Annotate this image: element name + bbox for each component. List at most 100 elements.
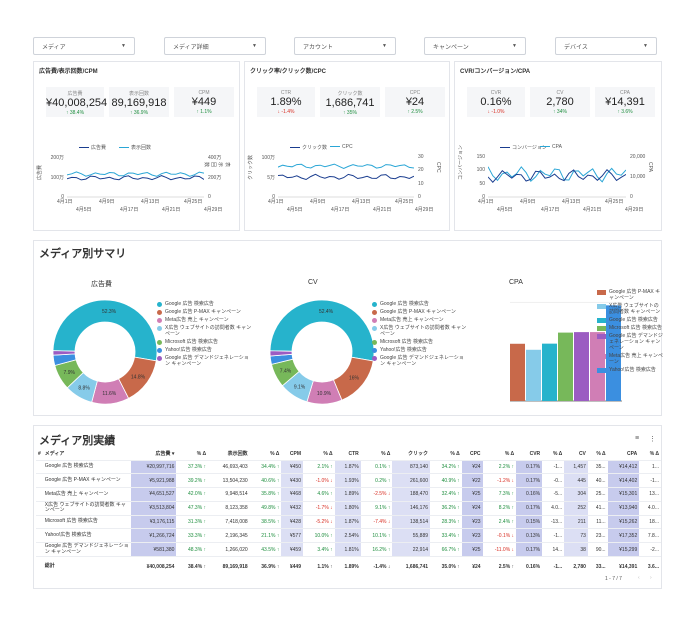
total-cell: ¥40,008,254 — [130, 556, 177, 577]
y-tick-right: 400万 — [208, 155, 222, 161]
more-options-icon[interactable]: ⋮ — [649, 436, 656, 443]
legend-label: 表示回数 — [131, 145, 152, 151]
media-table: # メディア 広告費 ▾ % Δ 表示回数 % Δ CPM % Δ CTR % Δ クリック % Δ C… — [36, 448, 661, 577]
legend-item: Yahoo!広告 検索広告 — [157, 347, 252, 353]
donut-value-label: 10.9% — [317, 391, 332, 397]
column-header[interactable]: 広告費 ▾ — [155, 451, 175, 458]
table-cell: 146,176 — [392, 500, 431, 516]
filter-icon[interactable]: ≡ — [635, 435, 640, 442]
table-cell: ¥3,513,804 — [130, 500, 177, 516]
donut-value-label: 52.4% — [319, 309, 334, 315]
table-row[interactable]: Meta広告 売上 キャンペーン ¥4,651,527 42.0% ↑ 9,948,5… — [36, 487, 661, 502]
legend-item: Meta広告 売上 キャンペーン — [372, 317, 467, 323]
table-cell: Meta広告 売上 キャンペーン — [42, 487, 131, 502]
legend-item: Yahoo!広告 検索広告 — [597, 367, 663, 373]
kpi-label: CPC — [409, 90, 421, 96]
table-cell: 1.93% — [334, 473, 361, 488]
table-row[interactable]: Microsoft 広告 検索広告 ¥3,176,115 31.3% ↑ 7,418,… — [36, 514, 661, 529]
table-cell: 3.4% ↑ — [303, 542, 335, 557]
column-header[interactable]: CPC — [469, 450, 481, 457]
column-header[interactable]: % Δ — [196, 450, 207, 457]
table-cell: 90... — [587, 542, 608, 557]
kpi-label: クリック数 — [337, 91, 363, 97]
table-cell: -1.0% ↓ — [303, 473, 335, 488]
column-header[interactable]: % Δ — [381, 450, 391, 457]
kpi-change: ↓ -1.4% — [277, 109, 295, 115]
column-header[interactable]: CV — [578, 450, 586, 457]
filter-device[interactable]: デバイス ▼ — [555, 37, 657, 55]
column-header[interactable]: CPM — [289, 450, 301, 457]
table-cell: 22,914 — [392, 542, 431, 557]
y-axis-label-right: 表示回数 — [203, 162, 230, 168]
section-title: メディア別実績 — [39, 435, 116, 447]
filter-media[interactable]: メディア ▼ — [33, 37, 135, 55]
kpi-value: ¥40,008,254 — [46, 97, 108, 109]
table-row[interactable]: Yahoo!広告 検索広告 ¥1,266,724 33.3% ↑ 2,196,345 2… — [36, 528, 661, 543]
column-header[interactable]: % Δ — [596, 450, 606, 457]
table-cell: 261,600 — [392, 473, 431, 488]
column-header[interactable]: % Δ — [323, 450, 333, 457]
prev-page-icon[interactable]: ‹ — [638, 575, 640, 581]
kpi-card: CPC ¥24 ↑ 2.5% — [385, 87, 445, 117]
table-row[interactable]: Google 広告 P-MAX キャンペーン ¥5,921,988 39.2% ↑ 1… — [36, 473, 661, 488]
column-header[interactable]: % Δ — [450, 450, 460, 457]
table-cell: 4.0... — [639, 500, 661, 516]
table-cell: 8,123,358 — [208, 500, 250, 516]
legend-label: Google 広告 検索広告 — [380, 301, 429, 307]
legend-swatch — [597, 318, 606, 323]
table-cell: ¥3,176,115 — [130, 514, 177, 529]
x-tick: 4月5日 — [287, 207, 303, 213]
legend-label: クリック数 — [302, 145, 328, 151]
table-cell: ¥25 — [461, 487, 483, 502]
column-header[interactable]: % Δ — [270, 450, 280, 457]
column-header[interactable]: % Δ — [552, 450, 563, 457]
total-cell: 1,686,741 — [392, 556, 431, 577]
y-tick-right: 10,000 — [630, 174, 646, 180]
y-axis-label-right: CPC — [435, 162, 441, 173]
line-chart — [488, 166, 626, 198]
table-cell: ¥450 — [281, 459, 303, 474]
filter-account[interactable]: アカウント ▼ — [294, 37, 396, 55]
kpi-panel: CVR/コンバージョン/CPA CVR 0.16% ↓ -1.0% CV 2,7… — [454, 61, 662, 231]
legend-swatch — [597, 290, 606, 295]
donut-value-label: 9.1% — [294, 384, 306, 390]
total-cell: 1.1% ↑ — [303, 556, 335, 577]
y-axis-label-left: 広告費 — [37, 164, 43, 180]
column-header[interactable]: メディア — [44, 451, 65, 458]
filter-media-detail[interactable]: メディア詳細 ▼ — [164, 37, 266, 55]
table-cell: 11... — [587, 514, 608, 529]
kpi-card: CVR 0.16% ↓ -1.0% — [467, 87, 525, 117]
kpi-change: ↑ 38.4% — [65, 110, 85, 116]
bar — [510, 343, 525, 401]
table-cell: ¥4,651,527 — [130, 487, 177, 502]
filter-campaign[interactable]: キャンペーン ▼ — [424, 37, 526, 55]
table-cell: 48.3% ↑ — [176, 542, 209, 557]
series-line-impressions — [67, 171, 204, 177]
column-header[interactable]: CPA — [627, 450, 638, 457]
table-cell: 41... — [587, 500, 608, 516]
column-header[interactable]: クリック — [408, 451, 429, 458]
series-line-clicks — [278, 173, 414, 181]
table-cell: 21.1% ↑ — [249, 528, 282, 543]
x-tick: 4月25日 — [395, 199, 414, 205]
table-row[interactable]: X広告 ウェブサイトの訪問者数 キャンペーン ¥3,513,804 47.3% ↑ 8… — [36, 500, 661, 516]
table-cell: ¥13,940 — [607, 500, 640, 516]
column-header[interactable]: 表示回数 — [227, 451, 248, 458]
donut-title-spend: 広告費 — [91, 281, 112, 288]
column-header[interactable]: % Δ — [649, 450, 659, 457]
donut-legend-spend: Google 広告 検索広告 Google 広告 P-MAX キャンペーン Meta… — [157, 301, 252, 369]
x-tick: 4月21日 — [162, 207, 181, 213]
x-tick: 4月25日 — [184, 199, 203, 205]
kpi-change: ↓ -1.0% — [487, 109, 505, 115]
bar — [590, 332, 605, 401]
table-cell: 38 — [564, 542, 588, 557]
x-tick: 4月21日 — [583, 207, 602, 213]
table-cell: 1.89% — [334, 487, 361, 502]
table-row[interactable]: Google 広告 デマンドジェネレーション キャンペーン ¥581,380 48.… — [36, 542, 661, 557]
next-page-icon[interactable]: › — [650, 575, 652, 581]
column-header[interactable]: CVR — [529, 450, 541, 457]
column-header[interactable]: % Δ — [504, 450, 515, 457]
table-row[interactable]: Google 広告 検索広告 ¥20,997,716 37.3% ↑ 46,693,4… — [36, 459, 661, 474]
table-cell: -13... — [542, 514, 565, 529]
column-header[interactable]: CTR — [348, 450, 359, 457]
